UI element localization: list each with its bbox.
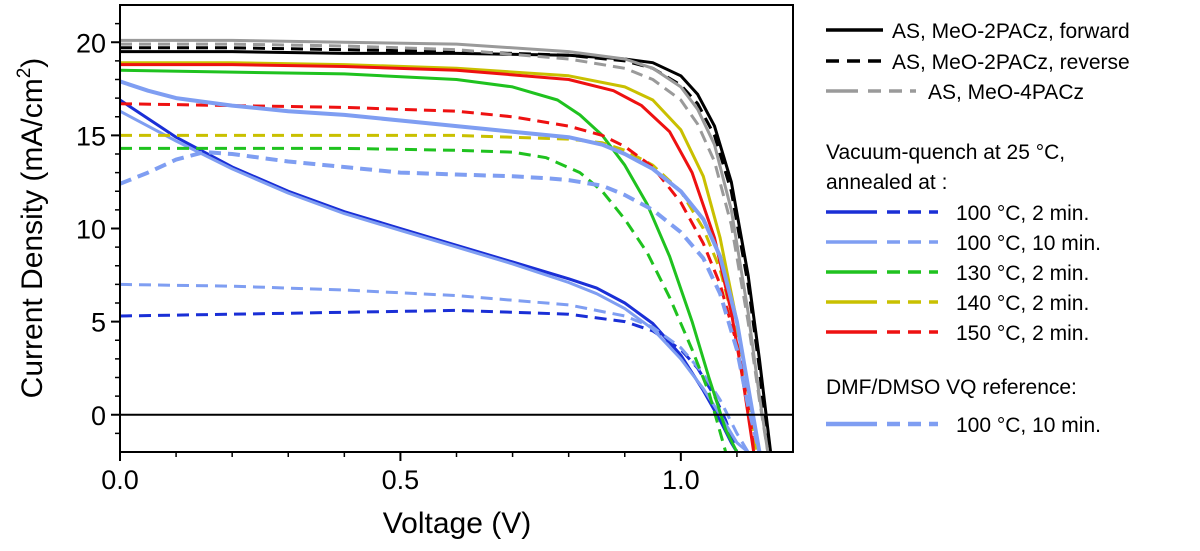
legend: AS, MeO-2PACz, forward AS, MeO-2PACz, re… [826, 20, 1130, 437]
series-layer [120, 38, 773, 452]
series-line-2 [120, 38, 770, 452]
legend-label-2pacz-reverse: AS, MeO-2PACz, reverse [892, 51, 1130, 74]
legend-label: 100 °C, 2 min. [956, 202, 1089, 225]
series-line-5 [120, 308, 739, 452]
series-line-14 [120, 79, 762, 452]
legend-label: 100 °C, 10 min. [956, 232, 1101, 255]
legend-entry-dmf-dmso-reference: 100 °C, 10 min. [826, 414, 1101, 437]
x-tick-label: 0.0 [101, 465, 139, 495]
y-axis-title: Current Density (mA/cm2) [14, 58, 49, 399]
y-axis-title-end: ) [16, 58, 49, 68]
legend-group1-title-line2: annealed at : [826, 171, 947, 194]
x-tick-label: 1.0 [662, 465, 700, 495]
series-line-7 [120, 282, 750, 452]
legend-label-4pacz: AS, MeO-4PACz [928, 81, 1084, 104]
series-line-15 [120, 150, 762, 452]
y-tick-label: 10 [76, 215, 106, 245]
legend-label: 150 °C, 2 min. [956, 322, 1089, 345]
x-axis-title: Voltage (V) [383, 507, 531, 540]
series-line-12 [120, 63, 756, 452]
legend-entry-140c-2min: 140 °C, 2 min. [826, 292, 1089, 315]
series-line-4 [120, 98, 739, 452]
y-tick-label: 20 [76, 28, 106, 58]
series-line-8 [120, 68, 739, 452]
series-line-6 [120, 109, 750, 452]
series-line-10 [120, 61, 761, 452]
legend-entry-100c-2min: 100 °C, 2 min. [826, 202, 1089, 225]
y-tick-label: 15 [76, 121, 106, 151]
legend-label: 130 °C, 2 min. [956, 262, 1089, 285]
legend-entry-130c-2min: 130 °C, 2 min. [826, 262, 1089, 285]
legend-entry-150c-2min: 150 °C, 2 min. [826, 322, 1089, 345]
legend-label-2pacz-forward: AS, MeO-2PACz, forward [892, 20, 1130, 43]
series-line-3 [120, 42, 770, 452]
legend-label: 100 °C, 10 min. [956, 414, 1101, 437]
legend-group2-title: DMF/DMSO VQ reference: [826, 376, 1077, 399]
x-tick-label: 0.5 [382, 465, 420, 495]
y-axis-title-sup: 2 [14, 68, 35, 79]
legend-label: 140 °C, 2 min. [956, 292, 1089, 315]
series-line-11 [120, 133, 758, 452]
legend-group1-title-line1: Vacuum-quench at 25 °C, [826, 141, 1065, 164]
axis-layer: 0.0 0.5 1.0 0 5 10 15 20 [76, 22, 738, 495]
y-tick-label: 5 [91, 308, 106, 338]
y-tick-label: 0 [91, 401, 106, 431]
series-line-0 [120, 50, 773, 452]
series-line-1 [120, 46, 770, 452]
series-line-9 [120, 146, 728, 452]
legend-entry-100c-10min: 100 °C, 10 min. [826, 232, 1101, 255]
y-axis-title-main: Current Density (mA/cm [16, 78, 49, 398]
